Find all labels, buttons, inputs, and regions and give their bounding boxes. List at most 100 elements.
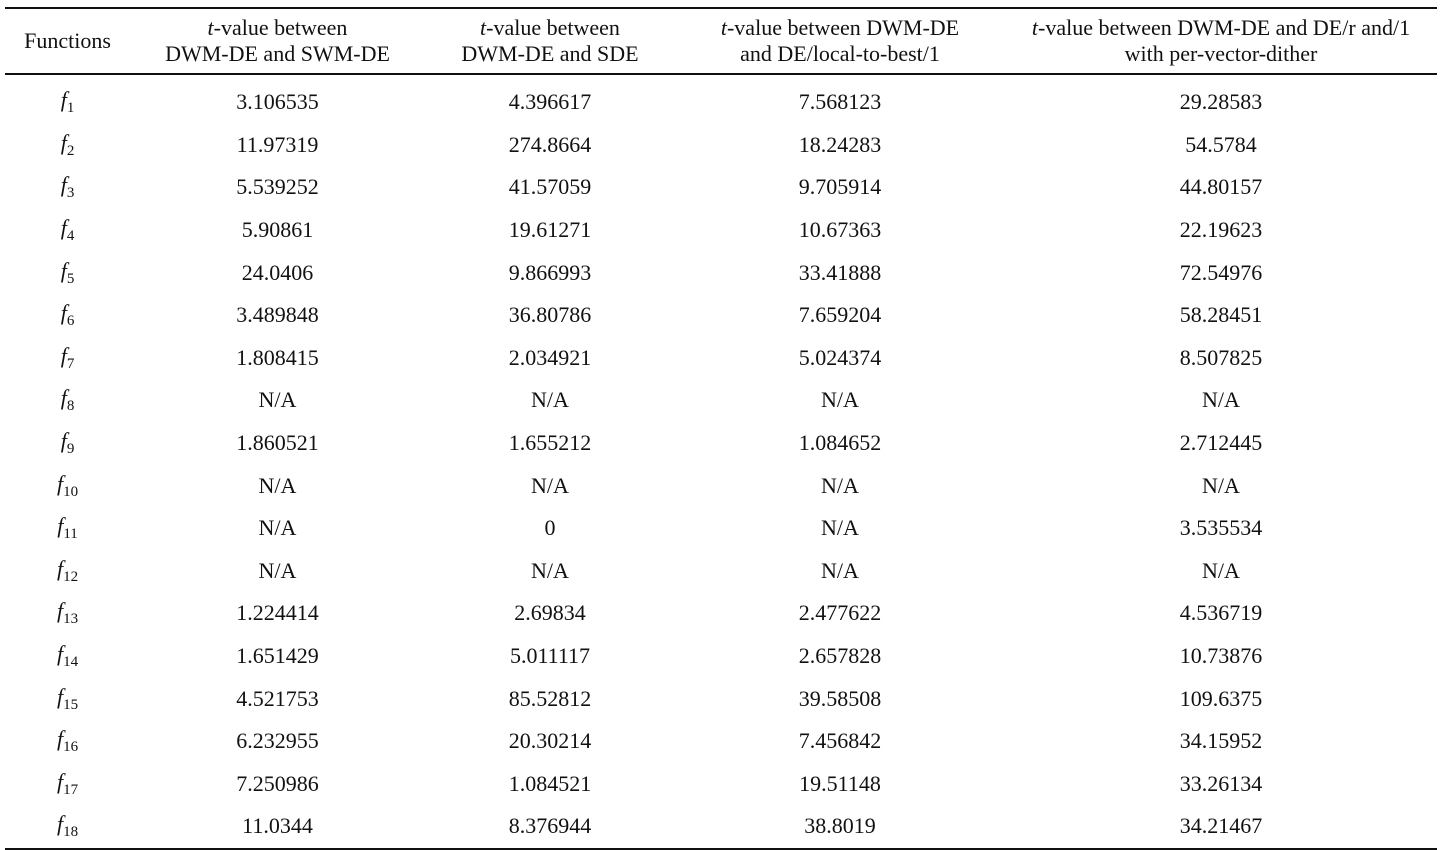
value-cell: N/A (1202, 472, 1240, 498)
value-cell: 39.58508 (798, 685, 882, 711)
function-cell: f2 (5, 124, 130, 167)
value-cell: 34.15952 (1179, 728, 1263, 754)
column-header-3: t-value between DWM-DE and DE/local-to-be… (675, 8, 1005, 74)
value-cell: 10.73876 (1179, 643, 1263, 669)
table-row: f16 6.232955 20.30214 7.456842 34.15952 (5, 720, 1437, 763)
value-cell: 3.535534 (1179, 515, 1263, 541)
function-name: f (56, 683, 64, 709)
value-cell: 7.456842 (798, 728, 882, 754)
t-value-table: Functions t-value between DWM-DE and SWM-D… (5, 7, 1437, 850)
table-row: f4 5.90861 19.61271 10.67363 22.19623 (5, 209, 1437, 252)
table-row: f3 5.539252 41.57059 9.705914 44.80157 (5, 166, 1437, 209)
value-cell: 8.507825 (1179, 344, 1263, 370)
value-cell: N/A (821, 472, 859, 498)
table-row: f8 N/A N/A N/A N/A (5, 379, 1437, 422)
value-cell: 54.5784 (1185, 131, 1257, 157)
function-name: f (56, 598, 64, 624)
t-variable: t (480, 15, 487, 40)
function-index: 15 (63, 696, 79, 713)
function-cell: f4 (5, 209, 130, 252)
value-cell: 18.24283 (798, 131, 882, 157)
value-cell: N/A (258, 472, 297, 498)
value-cell: 1.860521 (236, 430, 319, 456)
value-cell: 3.489848 (236, 302, 319, 328)
table-row: f17 7.250986 1.084521 19.51148 33.26134 (5, 763, 1437, 806)
function-name: f (56, 641, 64, 667)
column-header-text: and DE/local-to-best/1 (740, 41, 940, 66)
column-header-text: -value between (213, 15, 348, 40)
table-row: f12 N/A N/A N/A N/A (5, 550, 1437, 593)
function-cell: f10 (5, 464, 130, 507)
function-index: 17 (63, 781, 79, 798)
value-cell: 274.8664 (508, 131, 592, 157)
value-cell: 34.21467 (1179, 813, 1263, 839)
column-header-text: -value between DWM-DE and DE/r and/1 (1038, 15, 1411, 40)
function-index: 16 (63, 739, 79, 756)
value-cell: N/A (821, 557, 859, 583)
function-name: f (56, 555, 64, 581)
value-cell: N/A (1202, 387, 1240, 413)
value-cell: 4.396617 (508, 89, 592, 115)
value-cell: 29.28583 (1179, 89, 1263, 115)
column-header-text: DWM-DE and SDE (461, 41, 639, 66)
function-cell: f3 (5, 166, 130, 209)
value-cell: 11.97319 (236, 131, 319, 157)
value-cell: N/A (258, 387, 297, 413)
function-name: f (60, 428, 67, 454)
table-row: f10 N/A N/A N/A N/A (5, 464, 1437, 507)
value-cell: 7.568123 (798, 89, 882, 115)
value-cell: N/A (258, 557, 297, 583)
function-index: 8 (66, 398, 75, 415)
value-cell: 38.8019 (804, 813, 876, 839)
function-index: 7 (66, 355, 75, 372)
function-cell: f5 (5, 251, 130, 294)
value-cell: 8.376944 (508, 813, 592, 839)
function-index: 9 (66, 441, 75, 458)
table-row: f1 3.106535 4.396617 7.568123 29.28583 (5, 74, 1437, 124)
value-cell: 2.69834 (514, 600, 586, 626)
function-cell: f6 (5, 294, 130, 337)
value-cell: N/A (1202, 557, 1240, 583)
table-row: f5 24.0406 9.866993 33.41888 72.54976 (5, 251, 1437, 294)
value-cell: 58.28451 (1179, 302, 1263, 328)
function-index: 13 (63, 611, 79, 628)
table-row: f11 N/A 0 N/A 3.535534 (5, 507, 1437, 550)
function-name: f (56, 811, 64, 837)
function-name: f (57, 513, 64, 539)
function-cell: f1 (5, 74, 130, 124)
column-header-4: t-value between DWM-DE and DE/r and/1 wit… (1005, 8, 1437, 74)
t-variable: t (207, 15, 214, 40)
value-cell: 85.52812 (508, 685, 592, 711)
function-index: 4 (66, 228, 75, 245)
function-name: f (56, 470, 64, 496)
function-name: f (60, 87, 67, 113)
value-cell: 19.61271 (508, 217, 592, 243)
function-cell: f8 (5, 379, 130, 422)
function-name: f (60, 342, 67, 368)
column-header-text: Functions (24, 28, 111, 53)
value-cell: N/A (531, 387, 569, 413)
value-cell: 2.657828 (798, 643, 882, 669)
value-cell: 2.034921 (508, 344, 592, 370)
value-cell: 33.26134 (1179, 770, 1263, 796)
table-row: f9 1.860521 1.655212 1.084652 2.712445 (5, 422, 1437, 465)
table-row: f7 1.808415 2.034921 5.024374 8.507825 (5, 337, 1437, 380)
table-row: f6 3.489848 36.80786 7.659204 58.28451 (5, 294, 1437, 337)
value-cell: 44.80157 (1179, 174, 1263, 200)
table-row: f15 4.521753 85.52812 39.58508 109.6375 (5, 677, 1437, 720)
table-body: f1 3.106535 4.396617 7.568123 29.28583 f2 11.9… (5, 74, 1437, 849)
value-cell: 1.651429 (236, 643, 319, 669)
function-cell: f13 (5, 592, 130, 635)
function-name: f (60, 385, 67, 411)
function-name: f (60, 300, 67, 326)
value-cell: 33.41888 (798, 259, 882, 285)
function-cell: f17 (5, 763, 130, 806)
value-cell: 1.808415 (236, 344, 319, 370)
function-cell: f12 (5, 550, 130, 593)
value-cell: 3.106535 (236, 89, 319, 115)
function-name: f (60, 257, 67, 283)
value-cell: 7.250986 (236, 770, 319, 796)
column-header-text: with per-vector-dither (1124, 41, 1318, 66)
value-cell: 22.19623 (1179, 217, 1263, 243)
column-header-text: DWM-DE and SWM-DE (165, 41, 390, 66)
